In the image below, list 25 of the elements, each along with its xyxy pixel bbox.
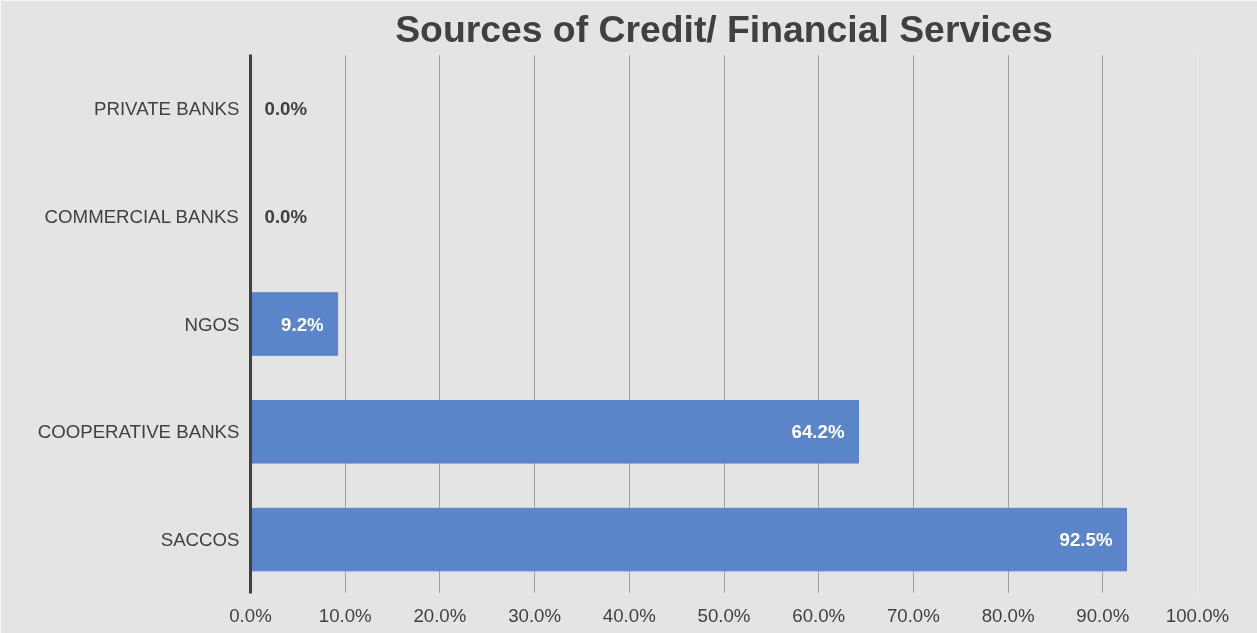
x-tick-label: 30.0%	[508, 604, 562, 626]
x-tick-label: 50.0%	[697, 604, 751, 626]
x-tick-label: 90.0%	[1076, 604, 1130, 626]
data-label: 92.5%	[1059, 529, 1113, 551]
x-tick-label: 10.0%	[318, 604, 372, 626]
chart-title: Sources of Credit/ Financial Services	[395, 7, 1053, 50]
y-tick-label: NGOS	[184, 313, 240, 335]
y-tick-label: PRIVATE BANKS	[94, 97, 240, 119]
y-tick-label: SACCOS	[160, 529, 240, 551]
bar	[250, 400, 859, 464]
data-label: 64.2%	[791, 421, 845, 443]
data-label: 9.2%	[281, 313, 325, 335]
x-tick-label: 80.0%	[981, 604, 1035, 626]
data-label: 0.0%	[264, 205, 308, 227]
x-tick-label: 0.0%	[229, 604, 272, 626]
x-tick-label: 60.0%	[792, 604, 846, 626]
x-tick-label: 40.0%	[602, 604, 656, 626]
x-tick-label: 20.0%	[413, 604, 467, 626]
y-tick-label: COOPERATIVE BANKS	[37, 421, 240, 443]
bar	[250, 507, 1127, 572]
y-tick-label: COMMERCIAL BANKS	[44, 205, 239, 227]
bar	[250, 292, 339, 356]
x-tick-label: 100.0%	[1165, 604, 1230, 626]
data-label: 0.0%	[264, 97, 308, 119]
x-tick-label: 70.0%	[886, 604, 940, 626]
